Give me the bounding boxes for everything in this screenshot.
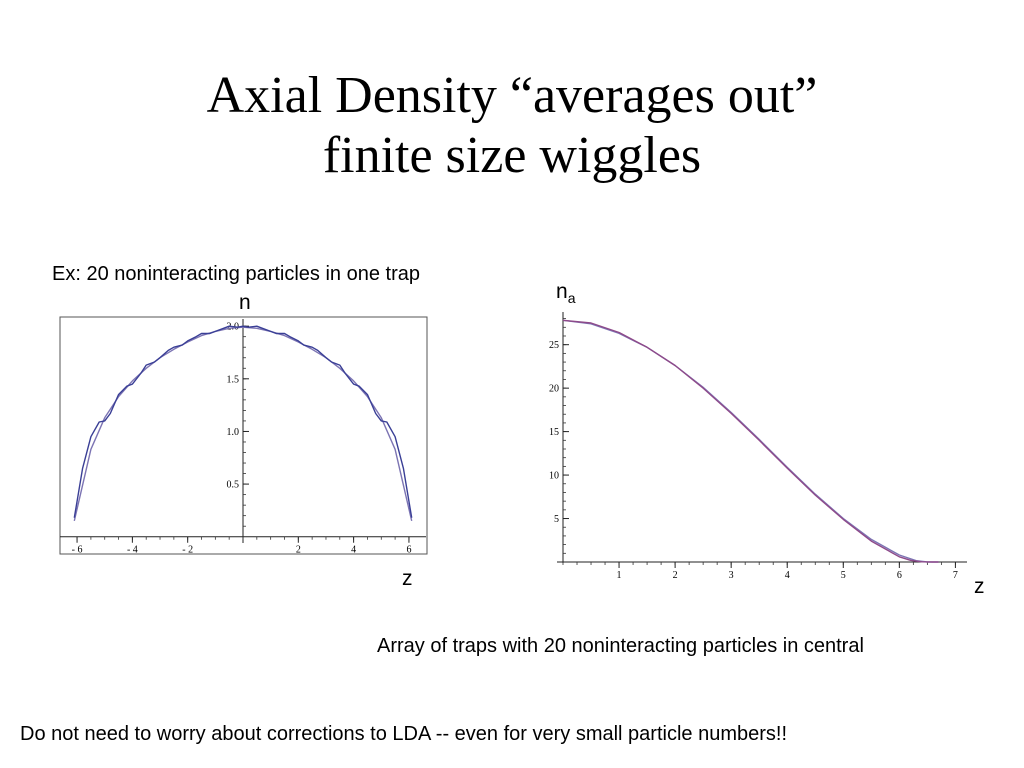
chart1-x-tick-label: 6	[406, 545, 411, 556]
chart2-ylabel: na	[556, 280, 576, 307]
chart2-x-tick-label: 2	[673, 570, 678, 581]
chart1-series-2-line	[73, 325, 413, 518]
chart1-x-tick-label: - 6	[72, 545, 83, 556]
slide-title: Axial Density “averages out” finite size…	[0, 66, 1024, 186]
chart2-series-2-line	[562, 319, 939, 563]
chart1-x-tick-label: - 2	[182, 545, 193, 556]
chart2-y-tick-label: 20	[549, 384, 559, 395]
chart2-series-1-line	[562, 319, 939, 563]
chart2-x-tick-label: 5	[841, 570, 846, 581]
chart2-y-tick-label: 5	[554, 514, 559, 525]
chart1-x-tick-label: - 4	[127, 545, 138, 556]
chart2-ylabel-main: n	[556, 280, 568, 303]
chart2-x-tick-label: 4	[785, 570, 790, 581]
title-line-2: finite size wiggles	[322, 127, 702, 184]
chart2-xlabel: z	[974, 575, 985, 598]
title-line-1: Axial Density “averages out”	[206, 67, 818, 124]
chart1-xlabel: z	[402, 567, 413, 590]
chart2-y-tick-label: 15	[549, 427, 559, 438]
chart2-y-tick-label: 25	[549, 340, 559, 351]
chart2-x-tick-label: 1	[617, 570, 622, 581]
chart2-x-tick-label: 7	[953, 570, 958, 581]
chart1-y-tick-label: 0.5	[227, 480, 240, 491]
chart1-y-tick-label: 1.0	[227, 427, 240, 438]
chart1-ylabel: n	[239, 291, 251, 314]
footer-note: Do not need to worry about corrections t…	[20, 723, 788, 745]
chart2-x-tick-label: 3	[729, 570, 734, 581]
chart2-x-tick-label: 6	[897, 570, 902, 581]
caption-trap-array: Array of traps with 20 noninteracting pa…	[377, 635, 864, 657]
chart2-ylabel-subscript: a	[567, 290, 576, 306]
chart1-y-tick-label: 1.5	[227, 374, 240, 385]
chart1-x-tick-label: 4	[351, 545, 356, 556]
chart1-x-tick-label: 2	[296, 545, 301, 556]
chart1-series-1-line	[73, 326, 413, 522]
caption-single-trap: Ex: 20 noninteracting particles in one t…	[52, 263, 420, 285]
chart1-frame	[59, 316, 428, 555]
chart2-y-tick-label: 10	[549, 471, 559, 482]
